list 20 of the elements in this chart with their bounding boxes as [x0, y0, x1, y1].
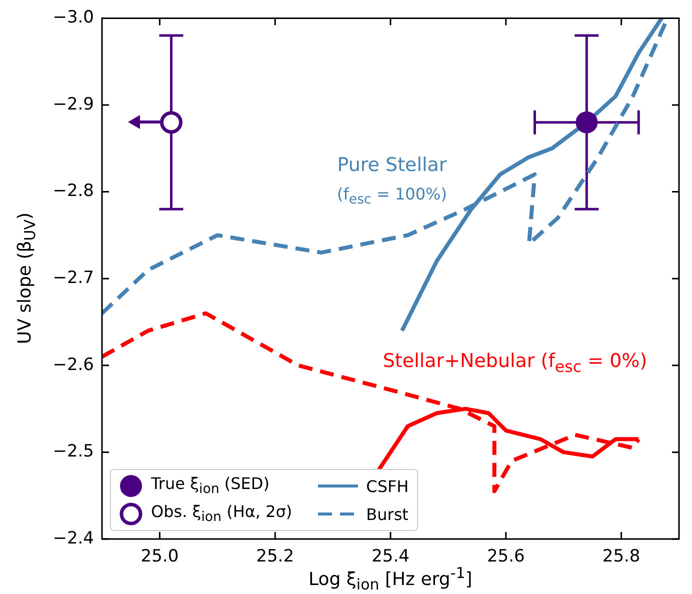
legend-label: True ξ$_{ion}$ (SED): [151, 474, 270, 498]
x-tick-label: 25.4: [372, 546, 410, 567]
x-tick-label: 25.6: [486, 546, 525, 567]
x-axis-title: Log ξ$_{ion}$ [Hz erg$^{-1}$]: [308, 564, 472, 594]
legend-label: CSFH: [366, 476, 409, 496]
x-tick-label: 25.0: [140, 546, 179, 567]
y-tick-label: −2.6: [52, 354, 94, 375]
y-tick-label: −2.4: [52, 528, 94, 548]
annotation: (f$_{esc}$ = 100%): [337, 184, 447, 208]
y-tick-label: −2.8: [52, 181, 94, 202]
annotation: Stellar+Nebular (f$_{esc}$ = 0%): [382, 350, 648, 376]
legend-label: Burst: [366, 504, 408, 524]
y-tick-label: −2.9: [52, 94, 94, 114]
y-tick-label: −2.7: [52, 268, 94, 288]
x-tick-label: 25.2: [256, 546, 294, 567]
y-tick-label: −3.0: [52, 8, 94, 28]
y-tick-label: −2.5: [52, 442, 94, 462]
legend-label: Obs. ξ$_{ion}$ (Hα, 2σ): [151, 502, 292, 526]
x-tick-label: 25.8: [602, 546, 640, 567]
annotation: Pure Stellar: [337, 154, 447, 176]
